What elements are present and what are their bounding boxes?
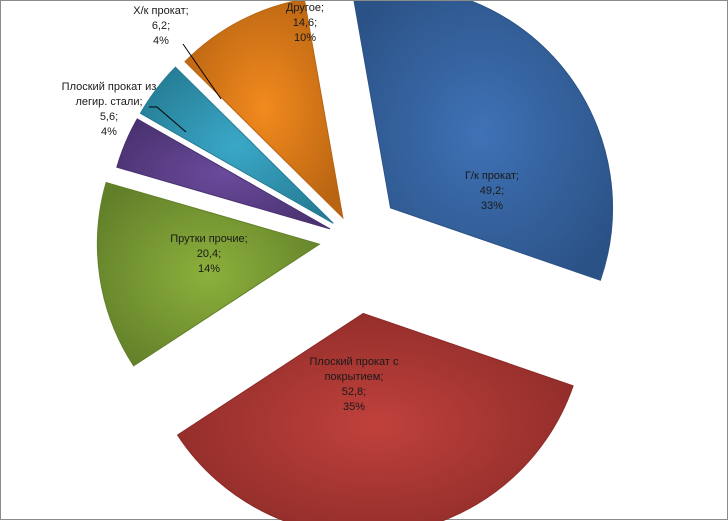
- leader-lines: [149, 43, 222, 133]
- pie-slice-3: [96, 181, 321, 367]
- data-label-line: Плоский прокат с: [310, 356, 399, 368]
- data-label-line: легир. стали;: [75, 96, 142, 108]
- data-label-line: Х/к прокат;: [133, 5, 188, 17]
- data-label-line: 14,6;: [293, 17, 317, 29]
- data-label-line: 10%: [294, 32, 316, 44]
- pie-slice-2: [176, 312, 574, 521]
- data-label-line: покрытием;: [325, 371, 384, 383]
- slices-layer: [96, 1, 614, 521]
- pie-slice-1: [353, 1, 614, 281]
- pie-slice-5: [139, 66, 334, 224]
- data-label-4: Плоский прокат из легир. стали; 5,6; 4%: [62, 81, 157, 138]
- leader-line-5: [182, 43, 222, 100]
- data-label-line: Прутки прочие;: [170, 233, 247, 245]
- data-label-line: 5,6;: [100, 111, 118, 123]
- data-label-3: Прутки прочие; 20,4; 14%: [170, 233, 247, 275]
- data-label-line: Г/к прокат;: [465, 170, 519, 182]
- data-label-line: 52,8;: [342, 386, 366, 398]
- pie-slice-4: [116, 118, 331, 230]
- data-label-line: 49,2;: [480, 185, 504, 197]
- data-label-line: 4%: [153, 35, 169, 47]
- leader-line-4: [149, 106, 187, 133]
- pie-slice-6: [184, 1, 344, 220]
- data-label-line: 33%: [481, 200, 503, 212]
- data-label-line: 35%: [343, 401, 365, 413]
- data-label-5: Х/к прокат; 6,2; 4%: [133, 5, 188, 47]
- data-label-line: Другое;: [286, 2, 324, 14]
- data-label-line: 6,2;: [152, 20, 170, 32]
- data-label-2: Плоский прокат с покрытием; 52,8; 35%: [310, 356, 399, 413]
- data-label-line: 4%: [101, 126, 117, 138]
- data-label-line: 20,4;: [197, 248, 221, 260]
- data-label-line: 14%: [198, 263, 220, 275]
- labels-layer: Г/к прокат; 49,2; 33% Плоский прокат с покры…: [62, 2, 519, 413]
- data-label-line: Плоский прокат из: [62, 81, 157, 93]
- data-label-6: Другое; 14,6; 10%: [286, 2, 324, 44]
- data-label-1: Г/к прокат; 49,2; 33%: [465, 170, 519, 212]
